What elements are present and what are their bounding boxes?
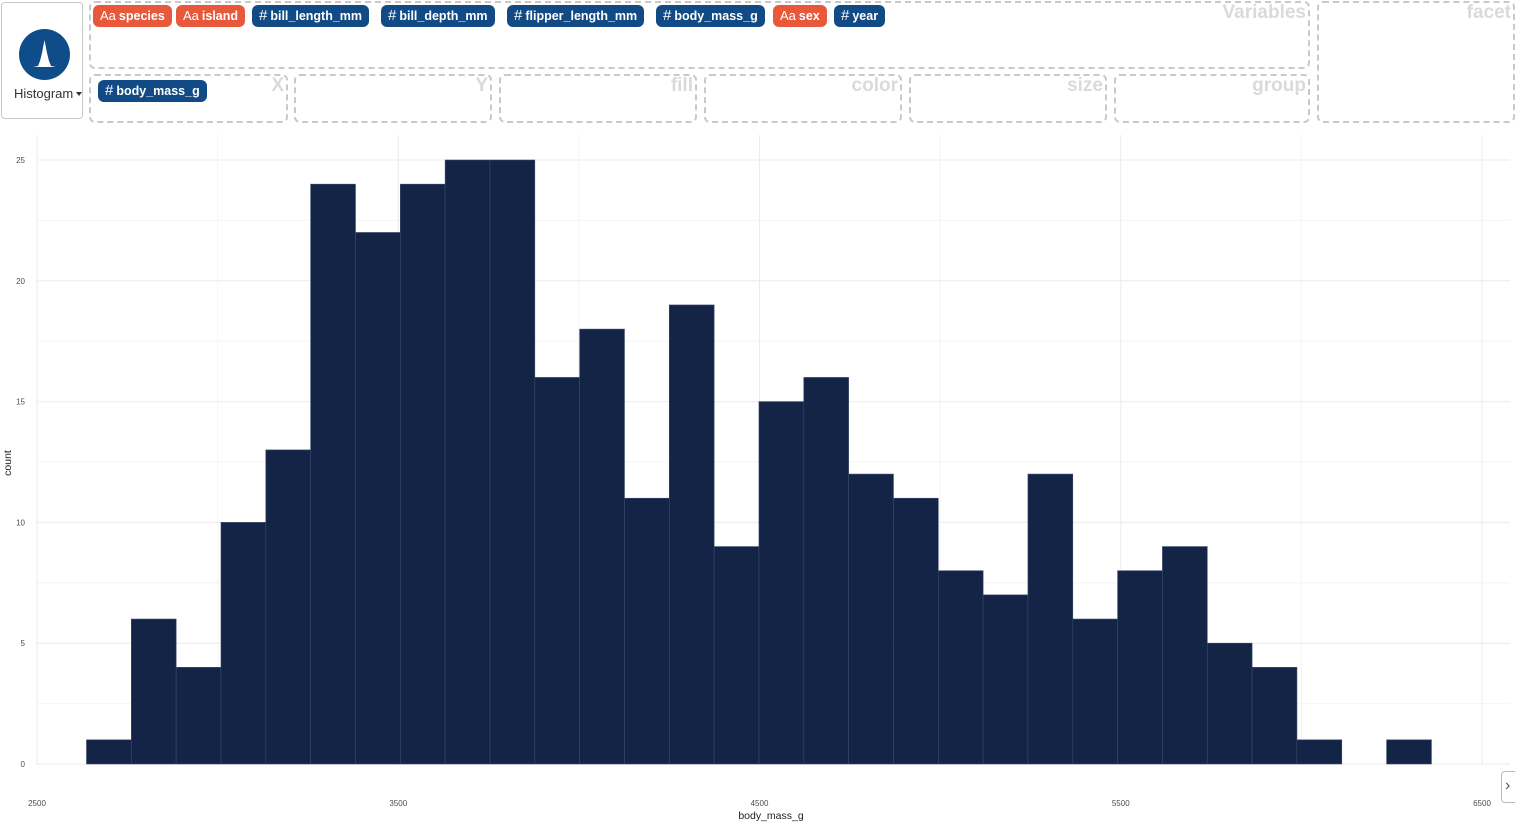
y-zone[interactable]: Y [294, 74, 492, 123]
histogram-bar [1296, 739, 1343, 765]
variable-pill-flipper-length-mm[interactable]: # flipper_length_mm [507, 5, 645, 27]
histogram-bar [1117, 570, 1163, 765]
histogram-bar [265, 449, 311, 765]
histogram-bar [848, 473, 894, 765]
histogram-bar [355, 232, 401, 765]
histogram-bar [1386, 739, 1432, 765]
variable-name: body_mass_g [674, 9, 758, 23]
numeric-type-icon: # [388, 7, 397, 24]
chevron-right-icon: › [1505, 777, 1511, 794]
x-zone-title: X [271, 75, 284, 96]
numeric-type-icon: # [514, 7, 523, 24]
fill-zone-title: fill [670, 75, 693, 96]
y-tick-label: 5 [21, 639, 26, 648]
variable-name: flipper_length_mm [525, 9, 638, 23]
x-tick-label: 4500 [751, 799, 769, 808]
variable-name: bill_length_mm [270, 9, 363, 23]
color-zone-title: color [851, 75, 898, 96]
y-tick-label: 15 [16, 398, 25, 407]
histogram-chart: 0 5 10 15 20 25 2500 3500 4500 5500 6500 body_mas… [2, 135, 1510, 822]
histogram-bar [534, 377, 580, 765]
histogram-bar [937, 570, 984, 765]
variable-pill-sex[interactable]: Aa sex [773, 5, 827, 27]
expand-panel-button[interactable]: › [1501, 771, 1515, 803]
histogram-bar [444, 159, 491, 765]
variable-name: bill_depth_mm [399, 9, 488, 23]
facet-zone[interactable]: facet [1317, 1, 1515, 123]
histogram-bar [310, 183, 356, 765]
histogram-bar [1072, 618, 1118, 765]
y-tick-label: 0 [21, 760, 26, 769]
numeric-type-icon: # [105, 82, 114, 99]
y-tick-label: 10 [16, 518, 25, 527]
variable-pill-bill-depth-mm[interactable]: # bill_depth_mm [381, 5, 495, 27]
y-zone-title: Y [475, 75, 488, 96]
histogram-bar [668, 304, 715, 765]
histogram-bar [489, 159, 536, 765]
x-tick-label: 2500 [28, 799, 46, 808]
numeric-type-icon: # [841, 7, 850, 24]
variable-name: species [118, 9, 165, 23]
caret-down-icon [76, 92, 82, 96]
geom-label: Histogram [14, 86, 74, 101]
y-tick-label: 20 [16, 277, 25, 286]
histogram-bar [579, 328, 625, 765]
size-zone[interactable]: size [909, 74, 1107, 123]
histogram-bar [175, 667, 222, 765]
histogram-bar [1251, 667, 1298, 765]
histogram-bar [803, 377, 849, 765]
histogram-bar [400, 183, 446, 765]
histogram-bar [220, 522, 267, 765]
histogram-bar [758, 401, 805, 765]
facet-zone-title: facet [1466, 2, 1511, 23]
variable-pill-year[interactable]: # year [834, 5, 886, 27]
numeric-type-icon: # [259, 7, 268, 24]
variable-name: body_mass_g [116, 84, 200, 98]
numeric-type-icon: # [663, 7, 672, 24]
y-axis-label: count [2, 450, 14, 476]
histogram-bar [1162, 546, 1208, 765]
histogram-bar [1027, 473, 1074, 765]
histogram-icon [19, 29, 70, 80]
y-tick-label: 25 [16, 156, 25, 165]
group-zone[interactable]: group [1114, 74, 1310, 123]
x-tick-label: 5500 [1112, 799, 1130, 808]
variable-pill-species[interactable]: Aa species [93, 5, 172, 27]
variable-name: island [201, 9, 239, 23]
x-tick-label: 3500 [389, 799, 407, 808]
histogram-bar [86, 739, 132, 765]
size-zone-title: size [1067, 75, 1103, 96]
histogram-bar [982, 594, 1029, 765]
text-type-icon: Aa [780, 8, 796, 23]
histogram-bar [713, 546, 760, 765]
variables-zone-title: Variables [1222, 2, 1306, 23]
histogram-bar [893, 497, 939, 765]
histogram-bar [1206, 642, 1253, 765]
histogram-bar [131, 618, 177, 765]
x-axis-label: body_mass_g [738, 810, 804, 822]
group-zone-title: group [1252, 75, 1306, 96]
fill-zone[interactable]: fill [499, 74, 697, 123]
histogram-bar [624, 497, 670, 765]
geom-selector-button[interactable]: Histogram [1, 2, 83, 119]
variable-name: year [852, 9, 879, 23]
variable-pill-bill-length-mm[interactable]: # bill_length_mm [252, 5, 370, 27]
color-zone[interactable]: color [704, 74, 902, 123]
text-type-icon: Aa [183, 8, 199, 23]
x-tick-label: 6500 [1473, 799, 1491, 808]
variable-pill-body-mass-g[interactable]: # body_mass_g [656, 5, 765, 27]
variable-pill-island[interactable]: Aa island [176, 5, 246, 27]
text-type-icon: Aa [100, 8, 116, 23]
variable-name: sex [798, 9, 820, 23]
mapped-x-pill-body-mass-g[interactable]: # body_mass_g [98, 80, 207, 102]
